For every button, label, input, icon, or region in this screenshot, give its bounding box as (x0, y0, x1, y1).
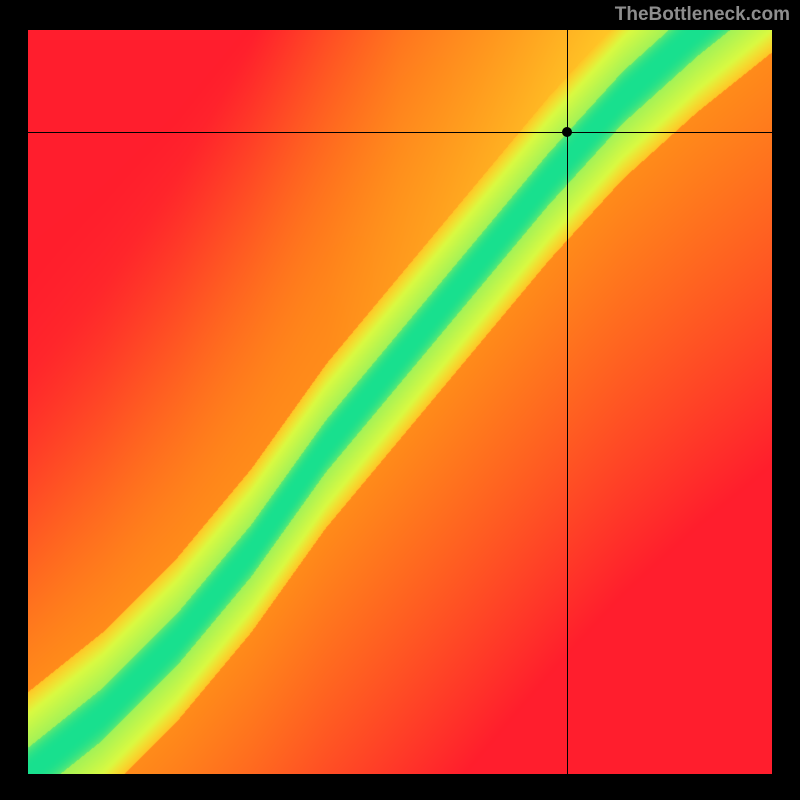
heatmap-plot (28, 30, 772, 774)
watermark-text: TheBottleneck.com (615, 4, 790, 26)
crosshair-vertical (567, 30, 568, 774)
heatmap-canvas (28, 30, 772, 774)
crosshair-horizontal (28, 132, 772, 133)
crosshair-marker (562, 127, 572, 137)
